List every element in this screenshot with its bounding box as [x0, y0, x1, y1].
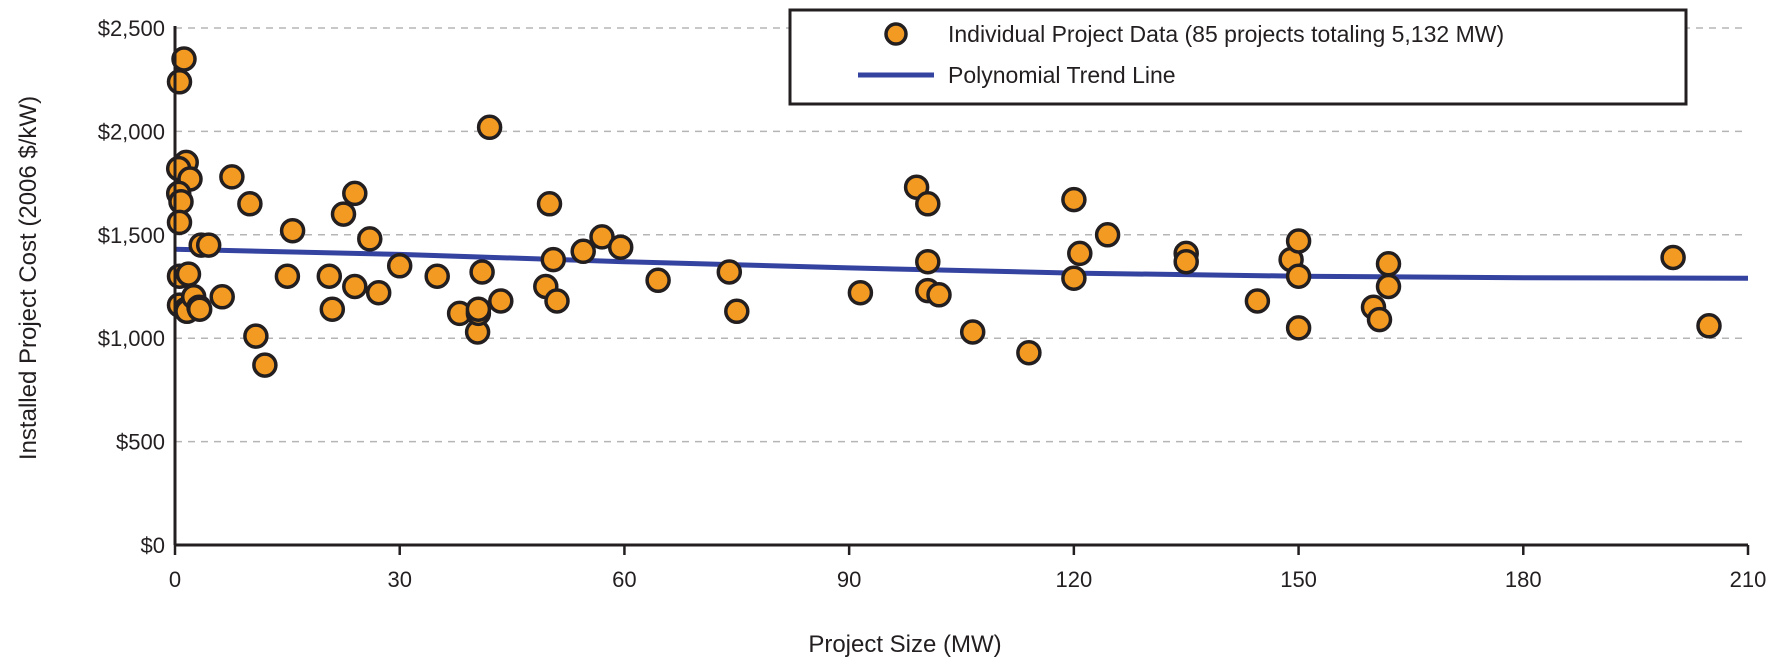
- y-tick-label: $1,000: [98, 326, 165, 351]
- x-tick-label: 30: [387, 567, 411, 592]
- data-point: [252, 352, 278, 378]
- data-point: [926, 282, 952, 308]
- data-point: [724, 298, 750, 325]
- data-point: [465, 296, 492, 322]
- legend-label-points: Individual Project Data (85 projects tot…: [948, 21, 1504, 47]
- y-tick-label: $500: [116, 430, 165, 455]
- x-axis-title: Project Size (MW): [808, 631, 1001, 658]
- data-point: [1375, 273, 1402, 300]
- x-tick-label: 150: [1280, 567, 1317, 592]
- x-tick-label: 0: [169, 567, 181, 592]
- data-point: [536, 191, 563, 217]
- data-point: [1094, 222, 1121, 248]
- data-point: [168, 188, 194, 215]
- data-point: [1173, 248, 1199, 275]
- data-point: [342, 273, 368, 300]
- data-point: [1285, 315, 1312, 341]
- y-tick-label: $0: [141, 533, 165, 558]
- data-point: [1660, 244, 1686, 271]
- legend-box: [788, 8, 1688, 106]
- trend-layer: [174, 246, 1749, 281]
- data-point: [1016, 339, 1042, 366]
- x-tick-label: 120: [1055, 567, 1092, 592]
- x-tick-label: 180: [1505, 567, 1542, 592]
- y-tick-label: $2,000: [98, 119, 165, 144]
- data-point: [1061, 186, 1087, 213]
- data-point: [274, 263, 301, 289]
- data-point: [243, 323, 269, 349]
- data-point: [1696, 313, 1722, 339]
- x-tick-labels: 0 30 60 90 120 150 180 210: [169, 567, 1766, 592]
- legend-marker-points: [884, 22, 908, 46]
- data-point: [319, 296, 346, 322]
- data-point: [1375, 251, 1402, 277]
- y-tick-labels: $0 $500 $1,000 $1,500 $2,000 $2,500: [98, 16, 165, 558]
- data-point: [186, 296, 213, 322]
- data-point: [607, 234, 634, 260]
- trend-line: [174, 246, 1749, 281]
- data-point: [237, 191, 263, 217]
- data-point: [175, 261, 202, 287]
- data-point: [330, 201, 357, 227]
- data-point: [316, 263, 343, 289]
- data-point: [365, 279, 392, 306]
- x-tick-label: 90: [837, 567, 861, 592]
- data-point: [342, 180, 368, 207]
- data-point: [1244, 288, 1271, 314]
- x-tick-label: 210: [1730, 567, 1766, 592]
- data-point: [166, 209, 193, 236]
- data-point: [357, 226, 383, 252]
- data-point: [570, 238, 596, 265]
- data-point: [540, 246, 567, 273]
- data-point: [469, 259, 495, 285]
- data-point: [716, 259, 743, 285]
- data-point: [1061, 265, 1087, 291]
- data-point: [195, 232, 222, 258]
- data-point: [209, 284, 235, 310]
- axes: [173, 26, 1750, 555]
- data-point: [219, 164, 245, 190]
- data-point: [959, 319, 986, 345]
- data-point: [915, 191, 941, 217]
- data-point: [424, 263, 450, 289]
- data-point: [915, 248, 941, 275]
- y-axis-title: Installed Project Cost (2006 $/kW): [15, 96, 42, 460]
- legend: Individual Project Data (85 projects tot…: [788, 8, 1688, 106]
- data-point: [1285, 228, 1312, 254]
- legend-label-trend: Polynomial Trend Line: [948, 62, 1176, 88]
- data-point: [488, 288, 514, 314]
- data-point: [166, 69, 193, 95]
- data-point: [386, 253, 413, 279]
- y-tick-label: $2,500: [98, 16, 165, 41]
- y-tick-label: $1,500: [98, 223, 165, 248]
- data-point: [1366, 306, 1393, 333]
- data-point: [1067, 240, 1093, 267]
- data-point: [847, 279, 874, 306]
- data-point: [279, 217, 306, 244]
- data-point: [645, 267, 671, 294]
- data-point: [589, 224, 615, 250]
- data-point: [544, 288, 570, 314]
- data-point: [1285, 263, 1312, 289]
- x-tick-label: 60: [612, 567, 636, 592]
- data-point: [476, 114, 503, 141]
